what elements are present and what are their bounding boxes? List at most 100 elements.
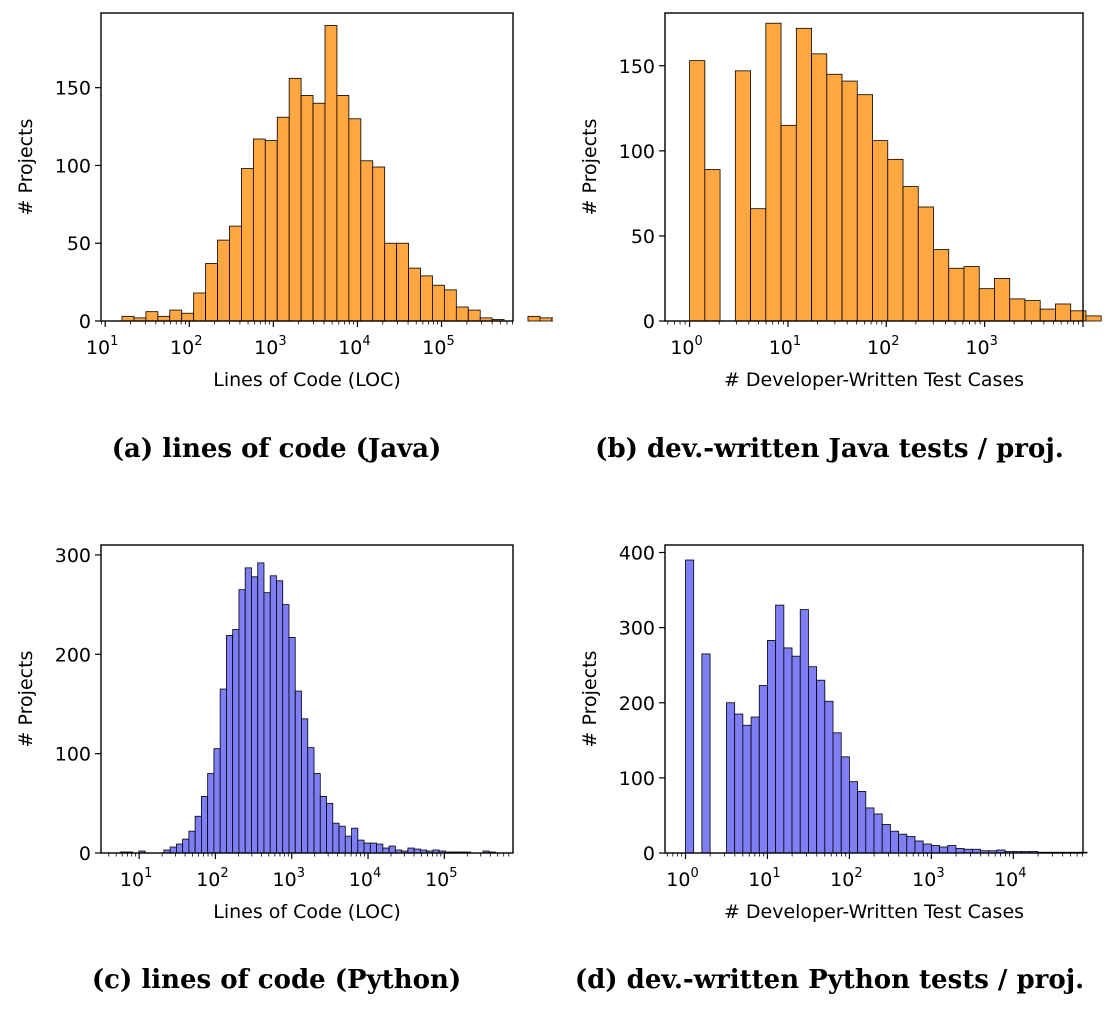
chart-c-python-loc: 0 100 200 300 101 102 103 104 105 Lines of Code (…	[15, 544, 514, 923]
bar-d-25	[889, 830, 899, 854]
bar-c-25	[276, 580, 284, 854]
bar-c-29	[301, 718, 309, 854]
xtick-exponent: 1	[144, 866, 152, 881]
panel-c: 0 100 200 300 101 102 103 104 105 Lines of Code (…	[0, 530, 553, 930]
xtick-exponent: 3	[936, 866, 944, 881]
bar-a-21	[372, 166, 386, 322]
ytick-label-d-300: 300	[619, 618, 655, 640]
bar-c-22	[257, 562, 265, 854]
bar-d-32	[947, 845, 957, 854]
bar-d-8	[750, 716, 760, 854]
xtick-exponent: 4	[362, 334, 370, 349]
ytick-label-c-300: 300	[55, 545, 91, 567]
xtick-exponent: 1	[110, 334, 118, 349]
bar-b-11	[856, 94, 873, 322]
bar-d-20	[849, 781, 859, 854]
bar-a-10	[241, 168, 254, 322]
ylabel-a: # Projects	[15, 119, 37, 216]
ytick-label-a-100: 100	[55, 155, 91, 177]
xtick-exponent: 1	[793, 334, 801, 349]
ytick-label-b-100: 100	[619, 141, 655, 163]
bar-c-32	[319, 795, 327, 854]
bar-a-9	[229, 225, 242, 322]
bar-d-27	[906, 836, 916, 854]
xtick-exponent: 4	[373, 866, 381, 881]
bar-a-22	[384, 242, 398, 322]
bar-d-0	[685, 559, 695, 854]
bar-d-17	[824, 700, 834, 854]
bar-d-11	[775, 604, 785, 854]
bar-a-12	[264, 140, 278, 322]
bar-d-30	[930, 845, 940, 854]
bar-d-22	[865, 807, 875, 854]
plot-frame-c	[100, 544, 514, 854]
bar-a-27	[443, 289, 457, 322]
ytick-label-d-200: 200	[619, 693, 655, 715]
xtick-label-c-2: 102	[196, 866, 228, 891]
bar-c-40	[369, 842, 377, 854]
xlabel-a: Lines of Code (LOC)	[213, 369, 401, 391]
bar-a-17	[324, 25, 338, 322]
bar-d-28	[914, 840, 924, 854]
bar-c-10	[182, 838, 190, 854]
bar-a-5	[181, 312, 195, 322]
bar-d-29	[922, 843, 932, 854]
bar-d-18	[832, 732, 842, 854]
xtick-label-b-3: 103	[965, 334, 997, 359]
bar-b-6	[780, 124, 797, 322]
bar-c-33	[326, 802, 334, 854]
bar-d-7	[742, 724, 752, 854]
xtick-label-d-2: 102	[830, 866, 862, 891]
bar-d-24	[881, 824, 891, 854]
bar-b-0	[689, 60, 706, 322]
xtick-label-d-4: 104	[994, 866, 1026, 891]
ytick-label-c-100: 100	[55, 744, 91, 766]
xlabel-b: # Developer-Written Test Cases	[724, 369, 1024, 391]
bar-a-6	[193, 292, 206, 322]
xtick-exponent: 5	[446, 334, 454, 349]
bar-c-12	[194, 815, 202, 854]
ytick-label-c-0: 0	[79, 843, 91, 865]
chart-a-java-loc: 0 50 100 150 101 102 103 104 105 Lines of Code (L…	[15, 12, 553, 391]
xtick-label-d-0: 100	[666, 866, 698, 891]
bar-b-20	[994, 278, 1011, 322]
caption-c: (c) lines of code (Python)	[91, 965, 462, 995]
bar-a-29	[467, 309, 481, 322]
bar-c-16	[219, 688, 227, 854]
bar-a-13	[276, 116, 290, 322]
bar-d-2	[701, 653, 711, 854]
xtick-label-c-3: 103	[273, 866, 305, 891]
bar-d-10	[767, 640, 777, 854]
xtick-label-c-4: 104	[349, 866, 381, 891]
bar-b-8	[811, 53, 828, 322]
ytick-label-d-100: 100	[619, 768, 655, 790]
xtick-exponent: 2	[220, 866, 228, 881]
panel-b: 0 50 100 150 100 101 102 103 # Developer-Written…	[553, 0, 1106, 400]
bar-a-2	[145, 311, 159, 322]
bar-c-11	[188, 830, 196, 854]
bar-a-36	[551, 317, 553, 322]
bar-a-11	[252, 138, 266, 322]
xtick-label-d-1: 101	[748, 866, 780, 891]
bar-c-35	[338, 825, 346, 854]
bar-c-36	[344, 835, 352, 854]
bar-a-0	[121, 315, 135, 322]
bar-a-20	[360, 160, 374, 322]
bar-a-16	[312, 102, 326, 322]
xtick-exponent: 2	[891, 334, 899, 349]
bar-c-46	[407, 847, 415, 854]
bar-a-3	[157, 315, 171, 322]
bar-c-38	[357, 839, 365, 854]
bar-c-28	[294, 690, 302, 854]
xtick-exponent: 0	[690, 866, 698, 881]
bar-d-16	[816, 679, 826, 854]
bar-c-18	[232, 629, 240, 854]
bar-b-3	[734, 70, 751, 322]
bar-d-19	[840, 756, 850, 854]
bar-a-19	[348, 118, 362, 322]
ylabel-d: # Projects	[579, 651, 601, 748]
bar-b-14	[902, 186, 919, 322]
bar-c-31	[313, 773, 321, 854]
ytick-label-b-150: 150	[619, 56, 655, 78]
bar-b-1	[704, 169, 721, 322]
